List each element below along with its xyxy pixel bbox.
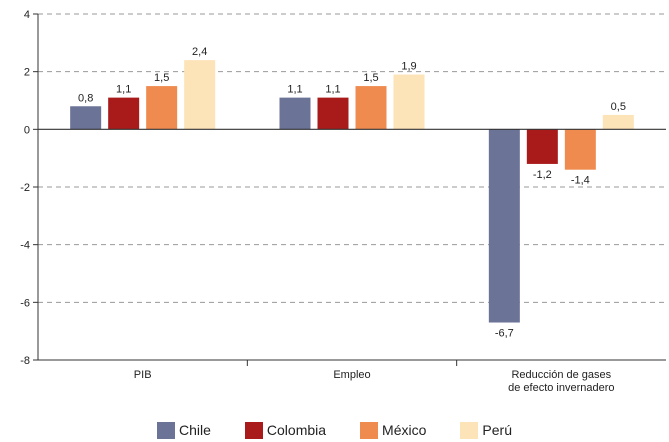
bar bbox=[393, 74, 425, 130]
data-label: 1,1 bbox=[287, 84, 302, 96]
y-tick-label: -4 bbox=[20, 240, 30, 252]
legend-swatch bbox=[157, 421, 175, 439]
data-label: 0,8 bbox=[78, 92, 93, 104]
x-tick-label: PIB bbox=[134, 369, 152, 381]
bar bbox=[317, 97, 349, 130]
bar bbox=[488, 129, 520, 323]
bar bbox=[279, 97, 311, 130]
data-label: 1,1 bbox=[116, 84, 131, 96]
legend-item: Perú bbox=[460, 421, 512, 439]
legend-item: México bbox=[360, 421, 427, 439]
data-label: 1,9 bbox=[401, 61, 416, 73]
y-tick-label: -6 bbox=[20, 297, 30, 309]
x-tick-label: Reducción de gases bbox=[511, 369, 611, 381]
legend-swatch bbox=[244, 421, 263, 439]
y-tick-label: -8 bbox=[20, 355, 30, 367]
data-label: 1,5 bbox=[154, 72, 169, 84]
y-tick-label: 2 bbox=[24, 67, 30, 79]
bar bbox=[184, 60, 216, 130]
bar bbox=[526, 129, 558, 164]
bar bbox=[108, 97, 140, 130]
data-label: 2,4 bbox=[192, 46, 207, 58]
legend: Chile Colombia México Perú bbox=[0, 418, 669, 442]
bar bbox=[70, 106, 102, 130]
x-tick-label: de efecto invernadero bbox=[508, 382, 614, 394]
x-tick-label: Empleo bbox=[333, 369, 370, 381]
y-tick-label: -2 bbox=[20, 182, 30, 194]
legend-label: México bbox=[382, 422, 427, 438]
data-label: 0,5 bbox=[611, 101, 626, 113]
y-tick-label: 0 bbox=[24, 124, 30, 136]
bar bbox=[602, 114, 634, 130]
bar bbox=[564, 129, 596, 170]
data-label: 1,5 bbox=[363, 72, 378, 84]
legend-label: Chile bbox=[179, 422, 211, 438]
data-label: -1,4 bbox=[571, 175, 590, 187]
legend-swatch bbox=[460, 421, 479, 439]
y-tick-label: 4 bbox=[24, 9, 30, 21]
legend-item: Colombia bbox=[244, 421, 327, 439]
legend-label: Colombia bbox=[266, 422, 327, 438]
legend-item: Chile bbox=[157, 421, 211, 439]
legend-swatch bbox=[360, 421, 379, 439]
data-label: -1,2 bbox=[533, 169, 552, 181]
data-label: -6,7 bbox=[495, 328, 514, 340]
data-label: 1,1 bbox=[325, 84, 340, 96]
bar bbox=[355, 86, 387, 130]
legend-label: Perú bbox=[482, 422, 512, 438]
bar bbox=[146, 86, 178, 130]
